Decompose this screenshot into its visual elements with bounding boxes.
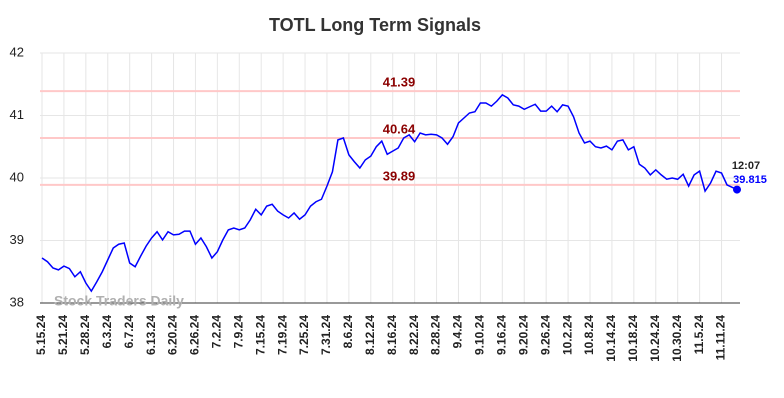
x-tick-label: 7.9.24 bbox=[231, 315, 245, 349]
x-tick-label: 10.30.24 bbox=[670, 315, 684, 362]
x-tick-label: 7.31.24 bbox=[319, 315, 333, 355]
x-tick-label: 8.12.24 bbox=[363, 315, 377, 355]
x-tick-label: 9.26.24 bbox=[538, 315, 552, 355]
x-tick-label: 8.22.24 bbox=[407, 315, 421, 355]
y-tick-label: 38 bbox=[10, 294, 24, 309]
x-tick-label: 7.15.24 bbox=[253, 315, 267, 355]
x-tick-label: 10.14.24 bbox=[604, 315, 618, 362]
x-tick-label: 7.2.24 bbox=[210, 315, 224, 349]
y-tick-label: 40 bbox=[10, 169, 24, 184]
x-tick-label: 10.2.24 bbox=[560, 315, 574, 355]
x-tick-label: 9.16.24 bbox=[494, 315, 508, 355]
x-tick-label: 6.7.24 bbox=[122, 315, 136, 349]
x-tick-label: 11.5.24 bbox=[692, 315, 706, 355]
signal-label: 41.39 bbox=[383, 75, 416, 90]
last-value: 39.815 bbox=[733, 174, 767, 186]
y-tick-label: 42 bbox=[10, 44, 24, 59]
price-line bbox=[41, 93, 738, 293]
signal-label: 39.89 bbox=[383, 168, 416, 183]
x-tick-label: 9.10.24 bbox=[473, 315, 487, 355]
x-tick-label: 5.21.24 bbox=[56, 315, 70, 355]
chart-title: TOTL Long Term Signals bbox=[269, 15, 481, 35]
y-tick-label: 41 bbox=[10, 107, 24, 122]
x-tick-label: 8.16.24 bbox=[385, 315, 399, 355]
x-tick-label: 10.24.24 bbox=[648, 315, 662, 362]
x-tick-label: 11.11.24 bbox=[714, 315, 728, 361]
x-tick-label: 5.15.24 bbox=[34, 315, 48, 355]
x-tick-label: 8.6.24 bbox=[341, 315, 355, 349]
last-time: 12:07 bbox=[732, 160, 760, 172]
x-tick-label: 10.18.24 bbox=[626, 315, 640, 362]
x-tick-label: 7.25.24 bbox=[297, 315, 311, 355]
watermark: Stock Traders Daily bbox=[54, 293, 184, 309]
x-tick-label: 9.4.24 bbox=[451, 315, 465, 349]
x-tick-label: 6.3.24 bbox=[100, 315, 114, 349]
x-tick-label: 10.8.24 bbox=[582, 315, 596, 355]
signal-label: 40.64 bbox=[383, 121, 416, 136]
x-tick-label: 6.20.24 bbox=[166, 315, 180, 355]
y-tick-label: 39 bbox=[10, 232, 24, 247]
x-tick-label: 8.28.24 bbox=[429, 315, 443, 355]
x-tick-label: 6.26.24 bbox=[188, 315, 202, 355]
x-tick-label: 9.20.24 bbox=[516, 315, 530, 355]
x-tick-label: 7.19.24 bbox=[275, 315, 289, 355]
last-point bbox=[733, 185, 741, 194]
x-tick-label: 6.13.24 bbox=[144, 315, 158, 355]
x-tick-label: 5.28.24 bbox=[78, 315, 92, 355]
